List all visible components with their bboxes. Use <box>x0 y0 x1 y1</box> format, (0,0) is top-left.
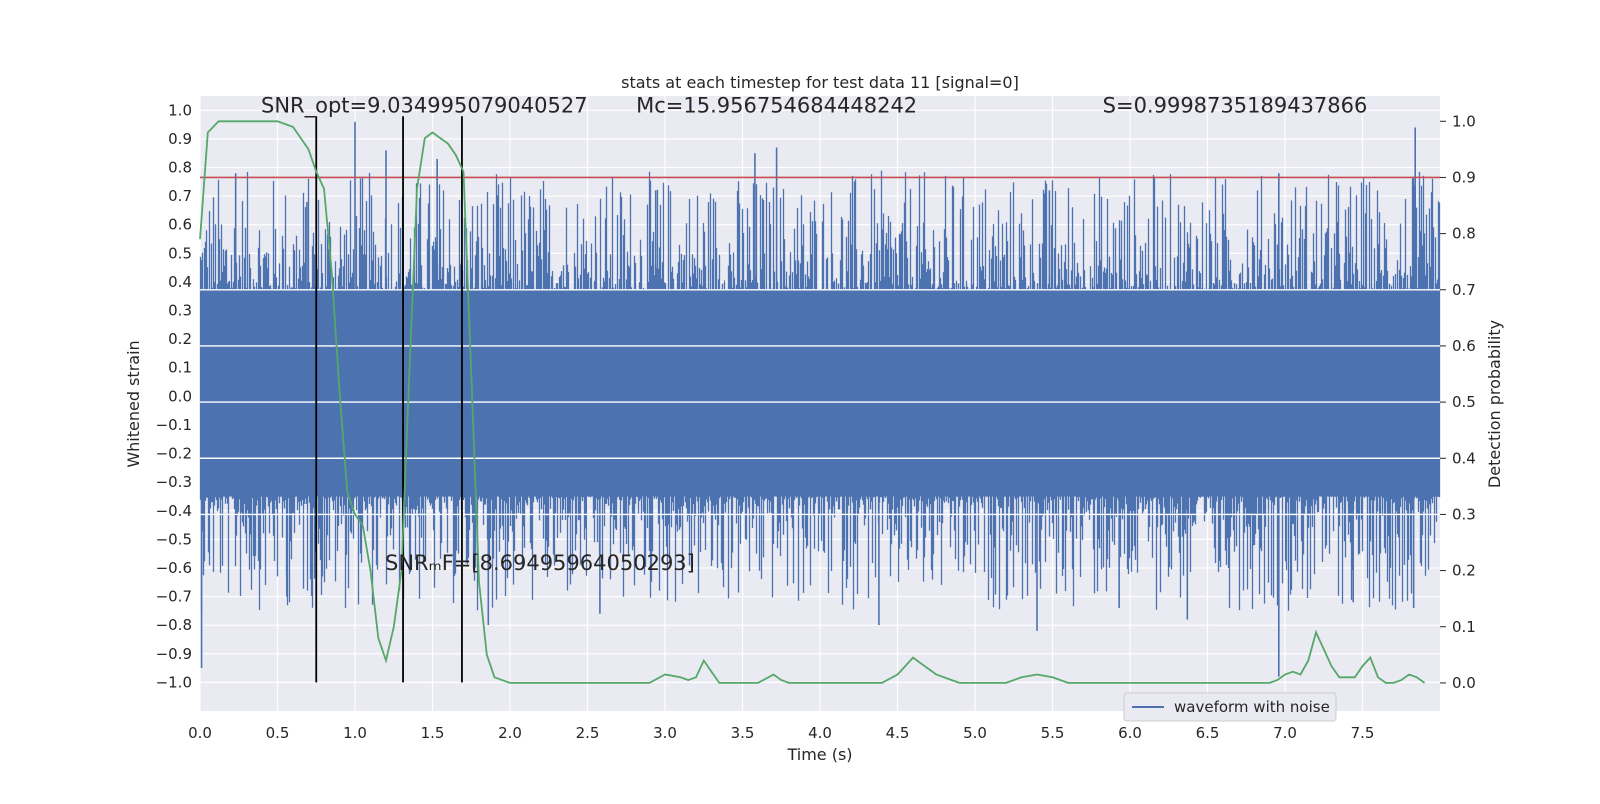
y-right-axis-ticks: 1.0 0.9 0.8 0.7 0.6 0.5 0.4 0.3 0.2 0.1 0.0 <box>1440 112 1476 692</box>
y-left-tick-label: −0.2 <box>156 445 192 463</box>
y-right-tick-label: 0.8 <box>1452 225 1476 243</box>
annotation-mc: Mᴄ=15.956754684448242 <box>636 93 917 117</box>
x-tick-label: 7.0 <box>1273 724 1297 742</box>
y-right-tick-label: 0.0 <box>1452 674 1476 692</box>
y-right-tick-label: 0.5 <box>1452 393 1476 411</box>
chart-title: stats at each timestep for test data 11 … <box>621 73 1019 92</box>
y-right-tick-label: 0.1 <box>1452 618 1476 636</box>
y-left-tick-label: −1.0 <box>156 673 192 691</box>
y-left-tick-label: −0.4 <box>156 502 192 520</box>
y-left-tick-label: −0.6 <box>156 559 192 577</box>
x-axis-label: Time (s) <box>786 745 852 764</box>
y-left-tick-label: 0.0 <box>168 387 192 405</box>
y-right-tick-label: 0.7 <box>1452 281 1476 299</box>
y-left-tick-label: −0.5 <box>156 530 192 548</box>
x-tick-label: 2.5 <box>576 724 600 742</box>
y-left-tick-label: 0.5 <box>168 244 192 262</box>
y-left-tick-label: 0.9 <box>168 130 192 148</box>
y-left-tick-label: 0.2 <box>168 330 192 348</box>
y-left-tick-label: −0.7 <box>156 588 192 606</box>
legend-entry-label: waveform with noise <box>1174 698 1330 716</box>
x-tick-label: 1.0 <box>343 724 367 742</box>
x-tick-label: 3.5 <box>731 724 755 742</box>
y-left-tick-label: 0.4 <box>168 273 192 291</box>
y-left-tick-label: −0.9 <box>156 645 192 663</box>
y-left-tick-label: 1.0 <box>168 101 192 119</box>
detection-probability-series <box>199 120 1426 684</box>
y-left-axis-label: Whitened strain <box>124 340 143 467</box>
detection-probability-line <box>199 120 1426 684</box>
x-tick-label: 5.5 <box>1041 724 1065 742</box>
y-left-tick-label: 0.8 <box>168 159 192 177</box>
y-right-tick-label: 0.2 <box>1452 562 1476 580</box>
x-tick-label: 5.0 <box>963 724 987 742</box>
x-tick-label: 2.0 <box>498 724 522 742</box>
x-tick-label: 6.5 <box>1196 724 1220 742</box>
y-right-tick-label: 1.0 <box>1452 112 1476 130</box>
y-right-tick-label: 0.3 <box>1452 505 1476 523</box>
x-tick-label: 6.0 <box>1118 724 1142 742</box>
legend-box <box>1123 692 1337 722</box>
x-tick-label: 7.5 <box>1351 724 1375 742</box>
y-left-tick-label: −0.1 <box>156 416 192 434</box>
legend: waveform with noise <box>1123 692 1337 722</box>
y-right-axis-label: Detection probability <box>1485 320 1504 488</box>
y-left-tick-label: −0.8 <box>156 616 192 634</box>
annotation-snr-opt: SNR_opt=9.034995079040527 <box>261 93 588 118</box>
y-left-tick-label: 0.7 <box>168 187 192 205</box>
y-right-tick-label: 0.6 <box>1452 337 1476 355</box>
x-tick-label: 3.0 <box>653 724 677 742</box>
y-left-axis-ticks: 1.0 0.9 0.8 0.7 0.6 0.5 0.4 0.3 0.2 0.1 0.0 −0.1 −0.… <box>156 101 192 691</box>
y-left-tick-label: −0.3 <box>156 473 192 491</box>
y-left-tick-label: 0.6 <box>168 216 192 234</box>
x-tick-label: 4.5 <box>886 724 910 742</box>
y-left-tick-label: 0.3 <box>168 302 192 320</box>
x-tick-label: 0.5 <box>266 724 290 742</box>
x-tick-label: 1.5 <box>421 724 445 742</box>
y-left-tick-label: 0.1 <box>168 359 192 377</box>
x-tick-label: 4.0 <box>808 724 832 742</box>
y-right-tick-label: 0.9 <box>1452 168 1476 186</box>
y-right-tick-label: 0.4 <box>1452 449 1476 467</box>
annotation-s: S=0.9998735189437866 <box>1103 93 1368 117</box>
x-axis-ticks: 0.0 0.5 1.0 1.5 2.0 2.5 3.0 3.5 4.0 4.5 5.0 5.5 6.0 6… <box>188 724 1374 742</box>
annotations: SNR_opt=9.034995079040527 Mᴄ=15.956754684… <box>261 93 1367 575</box>
marker-lines <box>315 116 463 683</box>
x-tick-label: 0.0 <box>188 724 212 742</box>
annotation-snr-mf: SNRₘF=[8.69495964050293] <box>385 551 695 575</box>
right-axis-grid <box>200 289 1440 516</box>
